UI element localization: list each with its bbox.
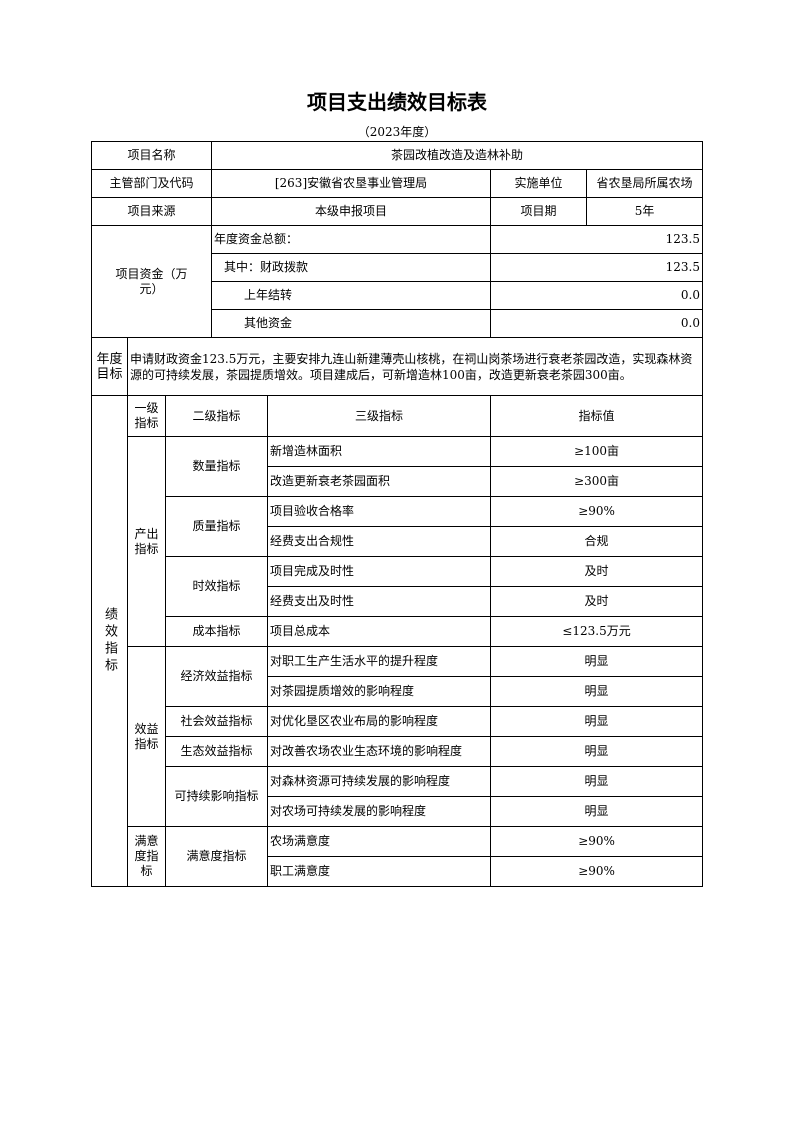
indicator-value: 及时 xyxy=(489,586,704,617)
level2-indicator: 经济效益指标 xyxy=(165,646,268,707)
impl-label: 实施单位 xyxy=(490,169,587,198)
level2-indicator: 生态效益指标 xyxy=(165,736,268,767)
level2-indicator: 质量指标 xyxy=(165,496,268,557)
level3-indicator: 项目总成本 xyxy=(267,616,491,647)
fund-label: 其他资金 xyxy=(211,309,491,338)
source: 本级申报项目 xyxy=(211,197,491,226)
level3-indicator: 经费支出合规性 xyxy=(267,526,491,557)
level1-indicator: 效益指标 xyxy=(127,646,166,827)
indicator-value: ≥90% xyxy=(489,826,704,857)
level3-indicator: 项目完成及时性 xyxy=(267,556,491,587)
dept: [263]安徽省农垦事业管理局 xyxy=(211,169,491,198)
level3-indicator: 对茶园提质增效的影响程度 xyxy=(267,676,491,707)
project-name: 茶园改植改造及造林补助 xyxy=(210,141,704,170)
indicators-label: 绩效指标 xyxy=(91,395,128,887)
level3-indicator: 对森林资源可持续发展的影响程度 xyxy=(267,766,491,797)
indicator-value: 合规 xyxy=(489,526,704,557)
indicator-row: 效益指标 经济效益指标 对职工生产生活水平的提升程度 明显 xyxy=(92,646,704,827)
indicator-value: 明显 xyxy=(489,736,704,767)
indicator-row: 职工满意度 ≥90% xyxy=(92,856,704,887)
period: 5年 xyxy=(585,197,704,226)
indicator-row: 社会效益指标 对优化垦区农业布局的影响程度 明显 xyxy=(92,706,704,737)
level3-indicator: 农场满意度 xyxy=(267,826,491,857)
indicator-row: 经费支出合规性 合规 xyxy=(92,526,704,557)
level2-indicator: 满意度指标 xyxy=(165,826,268,887)
indicator-row: 成本指标 项目总成本 ≤123.5万元 xyxy=(92,616,704,647)
level2-indicator: 可持续影响指标 xyxy=(165,766,268,827)
indicator-row: 质量指标 项目验收合格率 ≥90% xyxy=(92,496,704,557)
indicator-value: 明显 xyxy=(489,676,704,707)
level1-indicator: 产出指标 xyxy=(127,436,166,647)
year-label: （2023年度） xyxy=(357,125,437,139)
impl: 省农垦局所属农场 xyxy=(585,169,704,198)
performance-table: 项目名称 茶园改植改造及造林补助 主管部门及代码 [263]安徽省农垦事业管理局 实施… xyxy=(91,141,704,887)
fund-value: 123.5 xyxy=(489,253,704,282)
level2-indicator: 时效指标 xyxy=(165,556,268,617)
level3-indicator: 对职工生产生活水平的提升程度 xyxy=(267,646,491,677)
indicator-row: 生态效益指标 对改善农场农业生态环境的影响程度 明显 xyxy=(92,736,704,767)
level2-indicator: 社会效益指标 xyxy=(165,706,268,737)
fund-label: 上年结转 xyxy=(211,281,491,310)
indicator-row: 满意度指标 满意度指标 农场满意度 ≥90% xyxy=(92,826,704,887)
header-level3: 三级指标 xyxy=(267,395,491,437)
indicator-value: ≥300亩 xyxy=(489,466,704,497)
indicator-value: 及时 xyxy=(489,556,704,587)
indicator-row: 时效指标 项目完成及时性 及时 xyxy=(92,556,704,617)
level3-indicator: 改造更新衰老茶园面积 xyxy=(267,466,491,497)
level1-indicator: 满意度指标 xyxy=(127,826,166,887)
header-value: 指标值 xyxy=(489,395,704,437)
goal-text: 申请财政资金123.5万元，主要安排九连山新建薄壳山核桃，在祠山岗茶场进行衰老茶… xyxy=(126,337,704,396)
indicator-row: 对农场可持续发展的影响程度 明显 xyxy=(92,796,704,827)
project-name-label: 项目名称 xyxy=(91,141,212,170)
indicator-value: ≥90% xyxy=(489,856,704,887)
dept-label: 主管部门及代码 xyxy=(91,169,212,198)
indicator-value: ≤123.5万元 xyxy=(489,616,704,647)
indicator-value: 明显 xyxy=(489,766,704,797)
level3-indicator: 新增造林面积 xyxy=(267,436,491,467)
source-label: 项目来源 xyxy=(91,197,212,226)
indicator-value: 明显 xyxy=(489,706,704,737)
indicator-row: 对茶园提质增效的影响程度 明显 xyxy=(92,676,704,707)
funds-label: 项目资金（万元） xyxy=(91,225,212,338)
indicator-row: 产出指标 数量指标 新增造林面积 ≥100亩 xyxy=(92,436,704,647)
level3-indicator: 职工满意度 xyxy=(267,856,491,887)
header-level2: 二级指标 xyxy=(165,395,268,437)
level2-indicator: 数量指标 xyxy=(165,436,268,497)
indicator-row: 改造更新衰老茶园面积 ≥300亩 xyxy=(92,466,704,497)
level2-indicator: 成本指标 xyxy=(165,616,268,647)
indicator-row: 经费支出及时性 及时 xyxy=(92,586,704,617)
level3-indicator: 对农场可持续发展的影响程度 xyxy=(267,796,491,827)
page-title: 项目支出绩效目标表 xyxy=(307,90,487,114)
indicator-value: ≥100亩 xyxy=(489,436,704,467)
period-label: 项目期 xyxy=(490,197,587,226)
fund-value: 0.0 xyxy=(489,309,704,338)
indicator-value: 明显 xyxy=(489,796,704,827)
fund-label: 年度资金总额： xyxy=(211,225,491,254)
fund-value: 0.0 xyxy=(489,281,704,310)
indicator-value: 明显 xyxy=(489,646,704,677)
header-level1: 一级指标 xyxy=(127,395,166,437)
fund-label: 其中：财政拨款 xyxy=(211,253,491,282)
fund-value: 123.5 xyxy=(489,225,704,254)
level3-indicator: 项目验收合格率 xyxy=(267,496,491,527)
level3-indicator: 对优化垦区农业布局的影响程度 xyxy=(267,706,491,737)
indicator-row: 可持续影响指标 对森林资源可持续发展的影响程度 明显 xyxy=(92,766,704,827)
indicator-value: ≥90% xyxy=(489,496,704,527)
level3-indicator: 对改善农场农业生态环境的影响程度 xyxy=(267,736,491,767)
level3-indicator: 经费支出及时性 xyxy=(267,586,491,617)
goal-label: 年度目标 xyxy=(91,337,128,396)
